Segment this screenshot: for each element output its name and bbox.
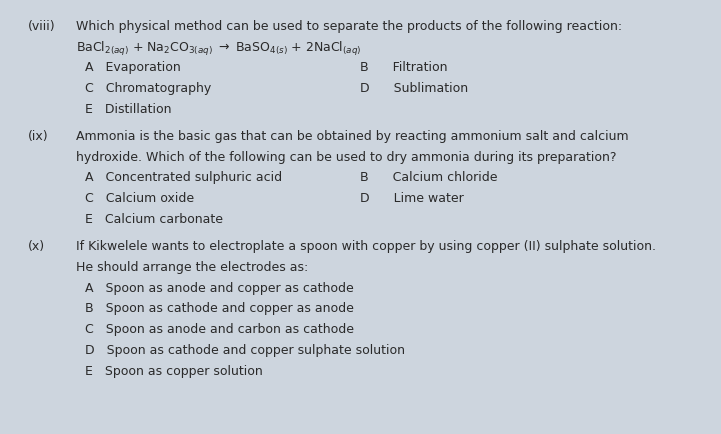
- Text: B      Filtration: B Filtration: [360, 61, 448, 74]
- Text: (ix): (ix): [27, 130, 48, 143]
- Text: If Kikwelele wants to electroplate a spoon with copper by using copper (II) sulp: If Kikwelele wants to electroplate a spo…: [76, 240, 655, 253]
- Text: Ammonia is the basic gas that can be obtained by reacting ammonium salt and calc: Ammonia is the basic gas that can be obt…: [76, 130, 628, 143]
- Text: B   Spoon as cathode and copper as anode: B Spoon as cathode and copper as anode: [85, 302, 354, 316]
- Text: He should arrange the electrodes as:: He should arrange the electrodes as:: [76, 261, 308, 274]
- Text: A   Evaporation: A Evaporation: [85, 61, 181, 74]
- Text: D      Lime water: D Lime water: [360, 192, 464, 205]
- Text: C   Calcium oxide: C Calcium oxide: [85, 192, 194, 205]
- Text: E   Distillation: E Distillation: [85, 103, 172, 116]
- Text: C   Chromatography: C Chromatography: [85, 82, 211, 95]
- Text: hydroxide. Which of the following can be used to dry ammonia during its preparat: hydroxide. Which of the following can be…: [76, 151, 616, 164]
- Text: D   Spoon as cathode and copper sulphate solution: D Spoon as cathode and copper sulphate s…: [85, 344, 405, 357]
- Text: (x): (x): [27, 240, 45, 253]
- Text: A   Concentrated sulphuric acid: A Concentrated sulphuric acid: [85, 171, 282, 184]
- Text: BaCl$_{2(aq)}$ + Na$_2$CO$_{3(aq)}$ $\rightarrow$ BaSO$_{4(s)}$ + 2NaCl$_{(aq)}$: BaCl$_{2(aq)}$ + Na$_2$CO$_{3(aq)}$ $\ri…: [76, 40, 361, 58]
- Text: Which physical method can be used to separate the products of the following reac: Which physical method can be used to sep…: [76, 20, 622, 33]
- Text: (viii): (viii): [27, 20, 55, 33]
- Text: B      Calcium chloride: B Calcium chloride: [360, 171, 498, 184]
- Text: E   Calcium carbonate: E Calcium carbonate: [85, 213, 223, 226]
- Text: E   Spoon as copper solution: E Spoon as copper solution: [85, 365, 263, 378]
- Text: C   Spoon as anode and carbon as cathode: C Spoon as anode and carbon as cathode: [85, 323, 354, 336]
- Text: A   Spoon as anode and copper as cathode: A Spoon as anode and copper as cathode: [85, 282, 354, 295]
- Text: D      Sublimation: D Sublimation: [360, 82, 469, 95]
